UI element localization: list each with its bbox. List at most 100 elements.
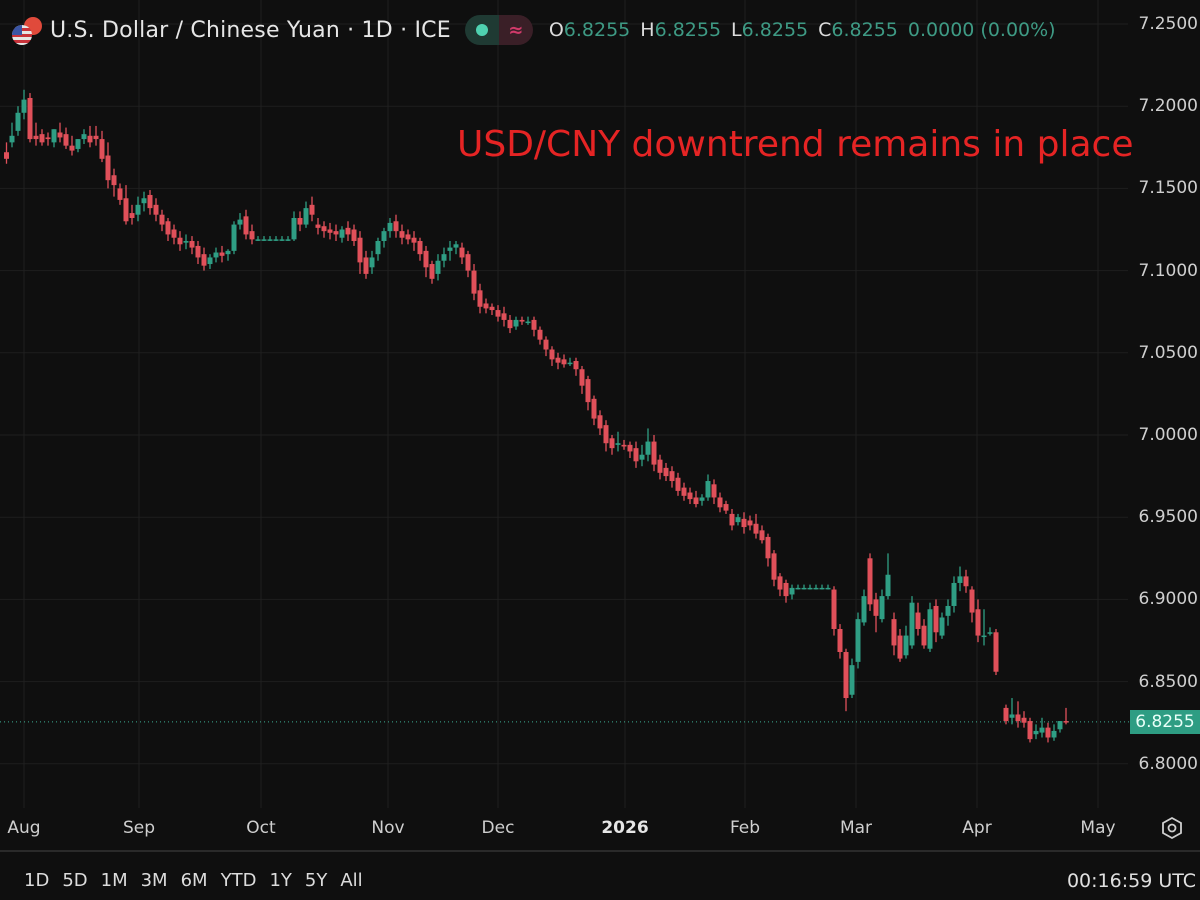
range-button-1y[interactable]: 1Y bbox=[269, 870, 292, 891]
candle bbox=[87, 125, 93, 148]
utc-clock[interactable]: 00:16:59 UTC bbox=[1066, 870, 1196, 892]
candle bbox=[339, 226, 345, 243]
candle bbox=[657, 454, 663, 480]
candle bbox=[129, 204, 135, 225]
divider bbox=[0, 850, 1200, 852]
candle bbox=[39, 129, 45, 146]
usd-cny-flags-icon bbox=[10, 15, 42, 45]
chart-header: U.S. Dollar / Chinese Yuan · 1D · ICE ≈ … bbox=[10, 14, 1056, 46]
candle bbox=[651, 435, 657, 472]
range-button-5y[interactable]: 5Y bbox=[304, 870, 328, 891]
high-label: H bbox=[640, 19, 655, 41]
candle bbox=[861, 589, 867, 626]
candle bbox=[21, 89, 27, 120]
candle bbox=[687, 487, 693, 505]
candle bbox=[927, 602, 933, 653]
status-pill[interactable]: ≈ bbox=[464, 15, 533, 45]
candle bbox=[393, 214, 399, 238]
candle bbox=[951, 576, 957, 613]
candle bbox=[993, 628, 999, 676]
price-tick-label: 6.9500 bbox=[1138, 507, 1198, 528]
candle bbox=[231, 221, 237, 255]
candle bbox=[81, 129, 87, 145]
range-button-all[interactable]: All bbox=[340, 870, 363, 891]
candle bbox=[1039, 717, 1045, 738]
candle bbox=[645, 428, 651, 462]
approx-wave-icon[interactable]: ≈ bbox=[498, 15, 533, 45]
candle bbox=[879, 589, 885, 623]
candle bbox=[543, 336, 549, 357]
chart-annotation[interactable]: USD/CNY downtrend remains in place bbox=[457, 124, 1134, 165]
open-label: O bbox=[548, 19, 564, 41]
candle bbox=[381, 227, 387, 248]
range-button-ytd[interactable]: YTD bbox=[220, 870, 257, 891]
candle bbox=[285, 236, 291, 242]
candle bbox=[75, 139, 81, 153]
range-button-1m[interactable]: 1M bbox=[100, 870, 128, 891]
candle bbox=[123, 185, 129, 225]
candle bbox=[981, 609, 987, 646]
candle bbox=[291, 211, 297, 242]
candle bbox=[177, 231, 183, 251]
candle bbox=[249, 224, 255, 245]
candle bbox=[921, 619, 927, 649]
candle bbox=[891, 612, 897, 656]
price-tick-label: 7.2000 bbox=[1138, 96, 1198, 117]
symbol-title[interactable]: U.S. Dollar / Chinese Yuan · 1D · ICE bbox=[50, 17, 451, 43]
candle bbox=[261, 236, 267, 242]
candle bbox=[189, 236, 195, 255]
candle bbox=[519, 316, 525, 325]
candle bbox=[531, 316, 537, 337]
candle bbox=[297, 211, 303, 232]
candle bbox=[615, 431, 621, 452]
low-value: 6.8255 bbox=[741, 19, 809, 41]
time-tick-label: 2026 bbox=[601, 818, 649, 838]
settings-icon[interactable] bbox=[1160, 816, 1184, 840]
candle bbox=[807, 584, 813, 590]
time-tick-label: Apr bbox=[962, 818, 992, 838]
candle bbox=[1027, 717, 1033, 743]
candle bbox=[153, 198, 159, 222]
candle bbox=[1045, 722, 1051, 743]
close-label: C bbox=[818, 19, 832, 41]
candle bbox=[561, 354, 567, 368]
candlestick-chart[interactable] bbox=[0, 0, 1200, 808]
market-open-dot-icon bbox=[475, 24, 488, 36]
candle bbox=[219, 245, 225, 263]
candle bbox=[633, 441, 639, 468]
time-tick-label: Oct bbox=[246, 818, 276, 838]
candle bbox=[489, 303, 495, 315]
candle bbox=[573, 357, 579, 376]
time-axis[interactable]: Aug Sep Oct Nov Dec 2026 Feb Mar Apr May bbox=[0, 808, 1200, 848]
candle bbox=[699, 494, 705, 506]
range-button-5d[interactable]: 5D bbox=[62, 870, 88, 891]
change-value: 0.0000 (0.00%) bbox=[907, 19, 1056, 41]
candle bbox=[351, 224, 357, 246]
candle bbox=[717, 492, 723, 513]
candle bbox=[4, 142, 9, 164]
candle bbox=[279, 236, 285, 242]
candle bbox=[345, 221, 351, 242]
candle bbox=[747, 515, 753, 531]
candle bbox=[939, 612, 945, 639]
candle bbox=[897, 628, 903, 662]
candle bbox=[369, 250, 375, 274]
candle bbox=[45, 132, 51, 146]
price-tick-label: 7.0500 bbox=[1138, 342, 1198, 363]
candle bbox=[867, 553, 873, 611]
range-button-1d[interactable]: 1D bbox=[24, 870, 50, 891]
candle bbox=[555, 352, 561, 370]
candle bbox=[147, 190, 153, 215]
candle bbox=[789, 584, 795, 600]
market-status[interactable] bbox=[464, 15, 499, 45]
chart-area[interactable] bbox=[0, 0, 1130, 808]
range-button-6m[interactable]: 6M bbox=[180, 870, 208, 891]
candle bbox=[777, 573, 783, 597]
range-button-3m[interactable]: 3M bbox=[140, 870, 168, 891]
candle bbox=[909, 596, 915, 649]
price-tick-label: 7.1000 bbox=[1138, 260, 1198, 281]
candle bbox=[813, 584, 819, 590]
candle bbox=[477, 283, 483, 314]
candle bbox=[159, 209, 165, 232]
candle bbox=[93, 125, 99, 146]
